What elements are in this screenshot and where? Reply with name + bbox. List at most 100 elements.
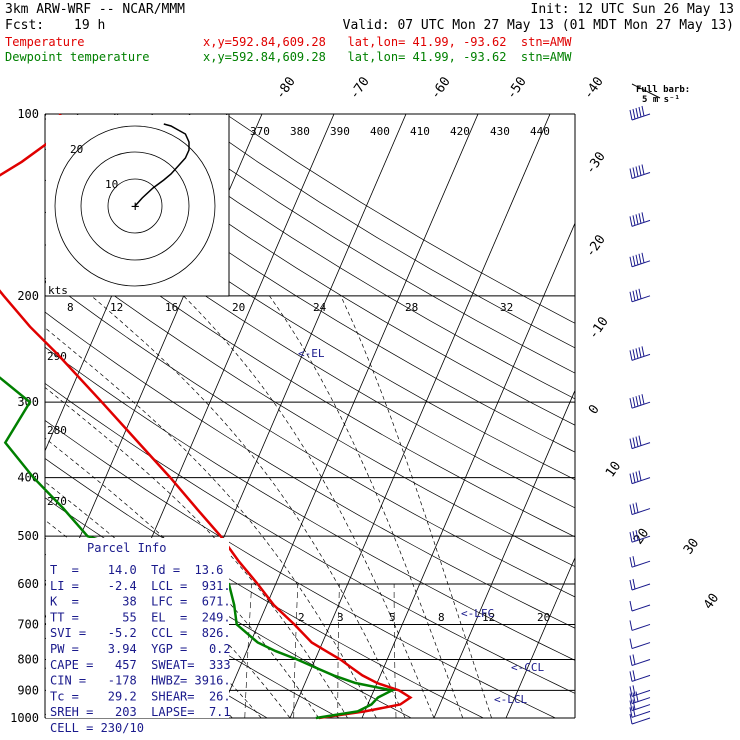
wind-barbs	[629, 105, 651, 725]
hodograph-units: kts	[48, 284, 68, 297]
isotherm-label: -10	[586, 314, 612, 342]
wind-barb-flag	[632, 556, 636, 567]
dewpoint-curve	[0, 376, 396, 720]
isotherm-line	[650, 114, 740, 718]
wind-barb-flag	[629, 655, 633, 666]
pressure-tick-label: 1000	[10, 711, 39, 725]
wind-barb-flag	[629, 168, 633, 179]
wind-barb	[629, 638, 651, 650]
wind-barb-flag	[629, 693, 633, 704]
wind-barb-flag	[629, 350, 633, 361]
isotherm-line	[578, 114, 740, 718]
wind-barb-flag	[632, 692, 636, 703]
barb-legend-title: Full barb:	[636, 85, 690, 95]
wind-barb	[629, 654, 651, 666]
wind-barb	[629, 530, 651, 543]
wind-barb-flag	[641, 212, 645, 223]
wind-barb	[629, 691, 651, 705]
forecast-label: Fcst:	[5, 18, 45, 33]
wind-barb-flag	[635, 436, 639, 447]
wind-barb-flag	[638, 288, 642, 299]
level-label-el: <-EL	[298, 347, 325, 360]
wind-barb	[629, 252, 651, 268]
wind-barb-flag	[632, 108, 636, 120]
dry-adiabat-line	[45, 148, 575, 481]
wind-barb-flag	[638, 347, 642, 358]
theta-label: 440	[530, 125, 550, 138]
wind-barb-flag	[632, 706, 636, 717]
parcel-info-row: SVI = -5.2 CCL = 826.	[50, 626, 231, 640]
wind-barb-flag	[641, 252, 645, 263]
mixing-ratio-line	[244, 583, 252, 718]
wind-barb-flag	[629, 638, 633, 649]
wind-barb	[629, 435, 651, 450]
wind-barb-flag	[629, 707, 633, 718]
wind-barb-flag	[632, 215, 636, 226]
mixing-ratio-label: 2	[298, 611, 305, 624]
isotherm-label: 30	[681, 536, 702, 557]
wind-barb-flag	[629, 671, 633, 682]
wind-barb	[629, 212, 651, 227]
theta-label: 370	[250, 125, 270, 138]
level-label-lcl: <-LCL	[494, 693, 527, 706]
wind-barb-flag	[632, 654, 636, 665]
wind-barb-flag	[629, 686, 633, 697]
wind-barb-flag	[635, 107, 639, 119]
wind-barb-staff	[631, 623, 651, 631]
pressure-tick-label: 400	[17, 471, 39, 485]
wind-barb	[629, 699, 651, 712]
dry-adiabat-line	[225, 114, 575, 324]
thetae-label: 24	[313, 301, 327, 314]
wind-barb	[629, 502, 651, 516]
theta-label: 410	[410, 125, 430, 138]
wind-barb-flag	[638, 165, 642, 176]
parcel-info-row: T = 14.0 Td = 13.6	[50, 563, 223, 577]
pressure-tick-label: 600	[17, 577, 39, 591]
isotherm-label: -70	[347, 74, 373, 102]
thetae-label: 20	[232, 301, 245, 314]
thetae-label: 32	[500, 301, 513, 314]
parcel-info-row: SREH = 203 LAPSE= 7.1	[50, 705, 231, 719]
wind-barb-flag	[635, 166, 639, 177]
wind-barb-flag	[638, 470, 642, 481]
wind-barb-flag	[641, 105, 645, 117]
wind-barb	[629, 706, 651, 718]
isotherm-label: -60	[428, 74, 454, 102]
barb-legend-units: 5 m s⁻¹	[642, 95, 680, 105]
theta-left-label: 280	[47, 424, 67, 437]
level-label-ccl: <-CCL	[511, 661, 544, 674]
wind-barb-flag	[629, 713, 633, 725]
wind-barb-flag	[638, 253, 642, 264]
dry-adiabat-line	[45, 346, 575, 661]
dewpoint-location: x,y=592.84,609.28 lat,lon= 41.99, -93.62…	[203, 50, 572, 64]
wind-barb-flag	[629, 438, 633, 449]
wind-barb	[629, 600, 651, 612]
wind-barb	[629, 670, 651, 682]
moist-adiabat-line	[340, 295, 492, 718]
theta-label: 430	[490, 125, 510, 138]
dry-adiabat-line	[45, 179, 575, 509]
valid-time: Valid: 07 UTC Mon 27 May 13 (01 MDT Mon …	[342, 18, 734, 33]
wind-barb-flag	[635, 254, 639, 265]
parcel-info-row: K = 38 LFC = 671.	[50, 595, 231, 609]
thetae-label: 28	[405, 301, 418, 314]
wind-barb-flag	[629, 532, 633, 543]
dry-adiabat-line	[45, 311, 575, 629]
wind-barb-flag	[632, 685, 636, 696]
pressure-tick-label: 700	[17, 617, 39, 631]
parcel-info-row: CIN = -178 HWBZ= 3916.	[50, 674, 231, 688]
wind-barb-flag	[635, 396, 639, 407]
dewpoint-legend: Dewpoint temperature	[5, 50, 150, 64]
level-label-lfc: <-LFC	[461, 607, 494, 620]
isotherm-label: 40	[701, 591, 722, 612]
wind-barb-staff	[631, 604, 651, 612]
wind-barb-flag	[629, 504, 633, 515]
isotherm-label: 0	[586, 402, 603, 417]
isotherm-label: -30	[583, 149, 609, 177]
dry-adiabat-line	[150, 114, 575, 374]
wind-barb-flag	[629, 109, 633, 121]
wind-barb-flag	[629, 398, 633, 409]
wind-barb-flag	[635, 691, 639, 702]
init-time: Init: 12 UTC Sun 26 May 13	[530, 2, 735, 17]
